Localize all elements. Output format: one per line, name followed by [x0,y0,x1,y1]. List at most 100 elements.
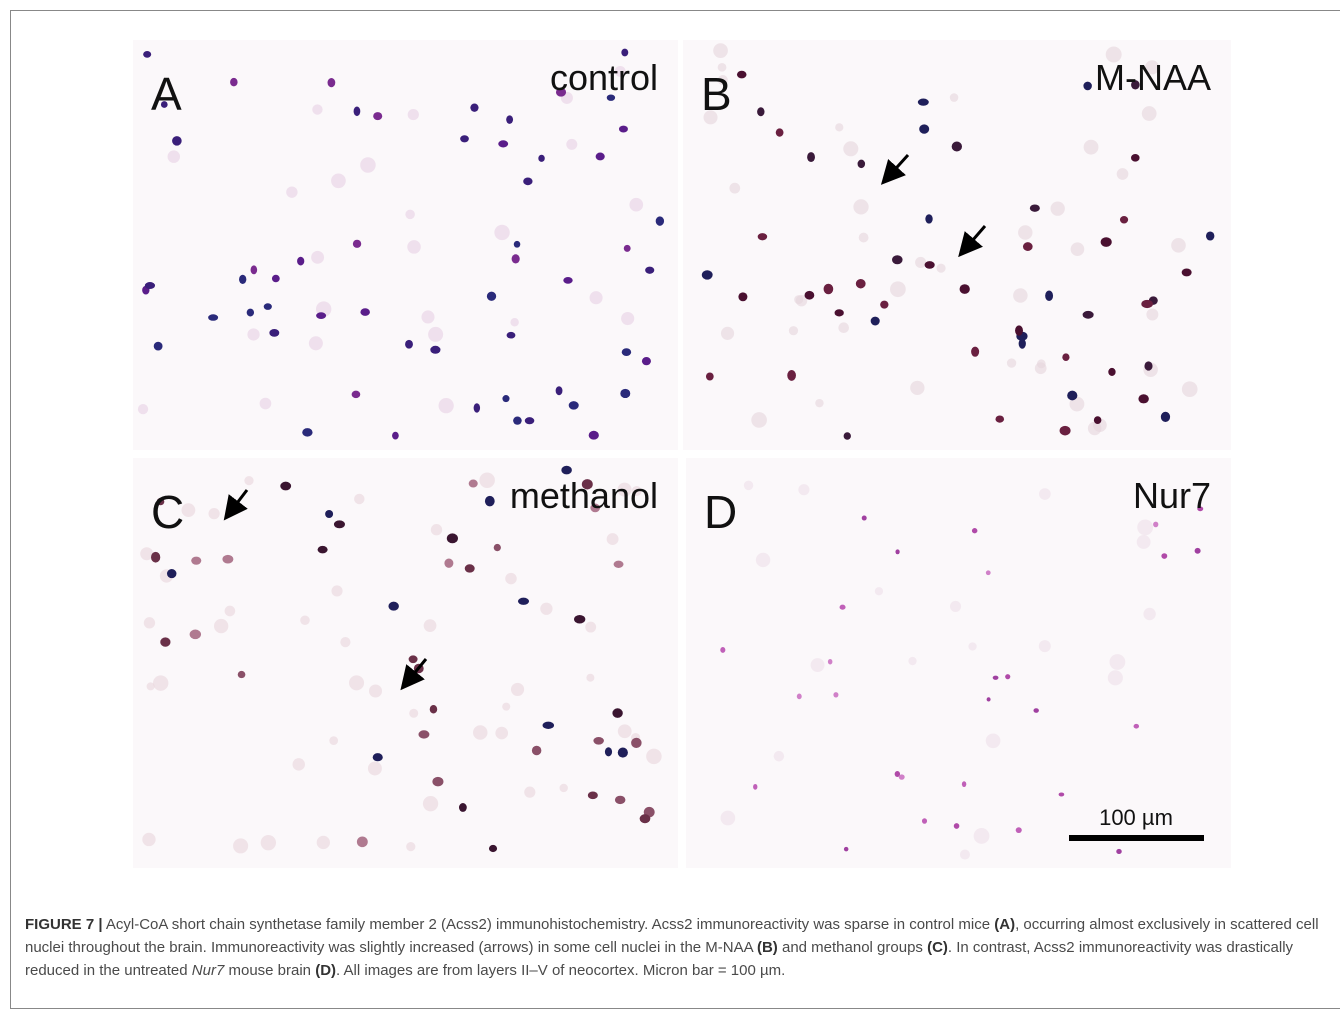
nucleus [506,115,513,123]
background-cell [838,322,849,333]
nucleus [858,160,866,169]
nucleus [460,135,469,142]
nucleus [922,818,927,823]
nucleus [251,265,258,274]
nucleus [373,753,383,761]
nucleus [230,78,237,86]
nucleus [895,549,899,554]
panel-letter: D [704,486,737,538]
background-cell [1051,201,1065,215]
nucleus [925,261,935,269]
nucleus [656,216,664,225]
background-cell [621,312,634,325]
background-cell [408,109,419,120]
background-cell [168,150,180,162]
panel-label: control [550,57,658,98]
background-cell [340,637,350,647]
background-cell [244,476,253,485]
background-cell [292,758,304,770]
nucleus [892,255,903,264]
nucleus [1019,339,1026,349]
caption-text: Nur7 [192,962,225,979]
background-cell [859,233,869,243]
nucleus [352,391,361,399]
nucleus [737,71,747,79]
background-cell [329,736,338,745]
background-cell [439,398,454,413]
caption-text: (A) [994,916,1015,933]
background-cell [144,617,155,628]
nucleus [1138,394,1148,403]
background-cell [138,404,148,414]
background-cell [1137,519,1153,535]
nucleus [720,647,725,653]
background-cell [505,573,516,584]
nucleus [388,602,398,611]
nucleus [154,342,163,351]
background-cell [585,622,596,633]
caption-text: (D) [315,962,336,979]
nucleus [971,347,979,357]
background-cell [607,533,619,545]
nucleus [191,557,201,565]
nucleus [318,546,328,554]
background-cell [590,291,603,304]
nucleus [776,128,784,136]
nucleus [828,659,833,664]
nucleus [614,561,624,568]
background-cell [618,724,632,738]
nucleus [1161,412,1170,422]
background-cell [312,104,322,114]
nucleus [498,140,508,147]
background-cell [369,684,382,697]
background-cell [835,123,843,131]
nucleus [494,544,501,551]
background-cell [566,139,577,150]
panel-letter: B [701,68,732,120]
nucleus [1083,82,1091,91]
nucleus [952,141,962,151]
nucleus [1059,792,1065,796]
nucleus [430,705,438,713]
nucleus [222,555,233,564]
nucleus [561,466,571,475]
nucleus [919,124,929,133]
nucleus [1033,708,1038,713]
background-cell [1143,608,1155,620]
background-cell [1142,106,1157,121]
caption-text: . All images are from layers II–V of neo… [336,962,785,979]
nucleus [805,291,815,300]
nucleus [418,730,429,738]
background-cell [286,186,297,197]
caption-text: and methanol groups [778,939,927,956]
nucleus [1045,290,1053,301]
background-cell [720,811,735,826]
background-cell [974,828,990,844]
background-cell [1071,242,1085,256]
nucleus [247,309,254,317]
background-cell [586,674,594,682]
background-cell [744,481,753,490]
nucleus [987,697,991,701]
nucleus [502,395,509,402]
micrograph-background [133,40,678,450]
background-cell [406,842,415,851]
background-cell [1146,309,1158,321]
nucleus [238,671,246,678]
background-cell [368,761,382,775]
nucleus [899,774,905,779]
panel-label: M-NAA [1095,57,1211,98]
nucleus [485,496,495,507]
nucleus [1023,242,1033,251]
nucleus [444,558,453,567]
nucleus [392,432,399,440]
nucleus [143,51,151,58]
background-cell [233,838,248,853]
background-cell [1137,535,1151,549]
nucleus [569,401,579,410]
nucleus [489,845,497,852]
nucleus [844,432,851,440]
nucleus [470,104,478,112]
nucleus [1131,154,1140,162]
